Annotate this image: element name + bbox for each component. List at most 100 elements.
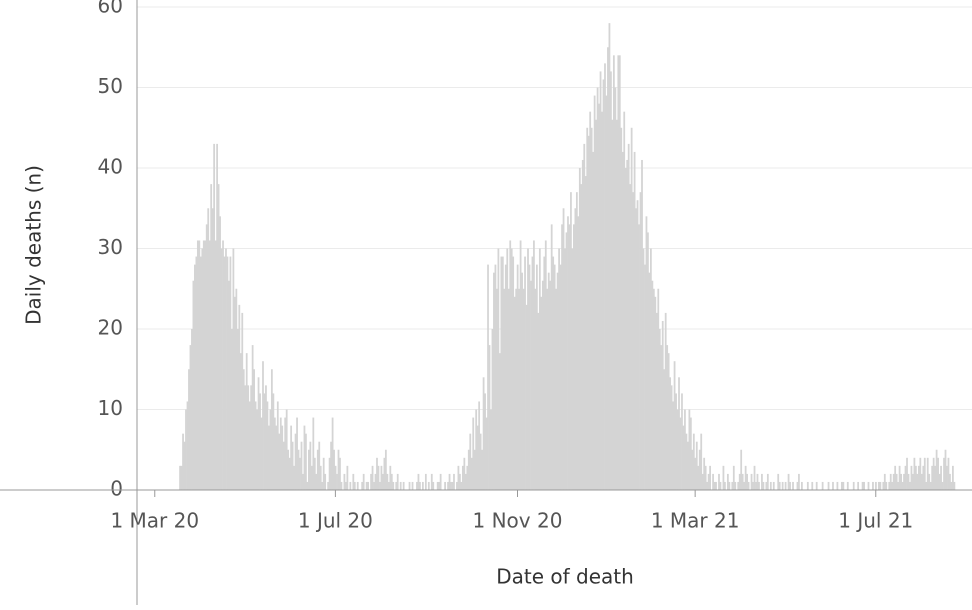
bar	[765, 481, 768, 490]
bar	[294, 433, 297, 490]
bar	[821, 481, 824, 490]
bar	[728, 481, 731, 490]
bar	[501, 256, 504, 490]
bar	[907, 473, 910, 490]
bar	[713, 481, 716, 490]
bar	[552, 256, 555, 490]
bar	[555, 288, 558, 490]
bar	[885, 481, 888, 490]
bar	[943, 457, 945, 490]
bar	[732, 465, 735, 490]
bar	[581, 159, 584, 490]
bar	[198, 240, 201, 490]
bar	[456, 481, 458, 490]
bar	[254, 401, 257, 490]
bar	[346, 465, 349, 490]
y-tick-label: 20	[98, 316, 123, 340]
bar	[937, 457, 939, 490]
bar	[450, 481, 452, 490]
bar	[251, 345, 254, 490]
bar	[661, 320, 664, 490]
bar	[201, 248, 204, 490]
bar	[417, 473, 420, 490]
bar	[883, 473, 886, 490]
bar	[285, 409, 288, 490]
bar	[605, 95, 608, 490]
bar	[534, 288, 537, 490]
bar	[275, 425, 278, 490]
bar	[589, 111, 592, 490]
bar	[444, 481, 446, 490]
bar	[815, 481, 818, 490]
bar	[599, 71, 602, 491]
bar	[503, 288, 506, 490]
bar	[279, 417, 282, 490]
bar	[910, 465, 913, 490]
bar	[322, 457, 325, 490]
bar	[549, 280, 552, 490]
bar	[538, 248, 541, 490]
bar	[183, 441, 186, 490]
bar	[260, 417, 263, 490]
bar	[580, 184, 583, 490]
bar	[630, 127, 633, 491]
bar	[712, 473, 714, 490]
bar	[336, 473, 338, 490]
bar	[941, 481, 944, 490]
bar	[333, 449, 335, 490]
bar	[550, 224, 553, 490]
bar	[395, 481, 398, 490]
bar	[940, 465, 942, 490]
bar	[758, 481, 760, 490]
bar	[531, 256, 534, 490]
bar	[663, 369, 666, 490]
bar	[737, 481, 740, 490]
bar	[392, 481, 395, 490]
bar	[186, 401, 189, 490]
bar	[692, 433, 695, 490]
bar	[642, 248, 645, 490]
bar	[497, 248, 500, 490]
bar	[432, 481, 435, 490]
bar	[917, 465, 920, 490]
bar	[571, 248, 574, 490]
bar	[553, 264, 556, 490]
bar	[491, 329, 494, 490]
bar	[892, 473, 895, 490]
bar	[464, 473, 467, 490]
bar	[593, 95, 596, 490]
bar	[743, 481, 746, 490]
bar	[607, 47, 609, 490]
bar	[888, 481, 891, 490]
bar	[772, 481, 775, 490]
bar	[343, 473, 346, 490]
bar	[608, 23, 611, 491]
bar	[789, 481, 791, 490]
bar	[284, 417, 287, 490]
bar	[313, 457, 316, 490]
bar	[929, 481, 932, 490]
bar	[191, 329, 193, 490]
bar	[307, 449, 310, 490]
bar	[654, 296, 657, 490]
bar	[852, 481, 855, 490]
bar	[762, 481, 765, 490]
bar	[626, 159, 629, 490]
bar	[932, 457, 935, 490]
bar	[390, 473, 393, 490]
bar	[944, 449, 947, 490]
bar	[199, 256, 202, 490]
bar	[787, 473, 790, 490]
bar	[777, 473, 780, 490]
bar	[334, 465, 337, 490]
bar	[367, 481, 369, 490]
bar	[188, 369, 190, 490]
bar	[525, 304, 528, 490]
bar	[877, 481, 880, 490]
bar	[706, 481, 709, 490]
bar	[196, 240, 199, 490]
bar	[469, 433, 472, 490]
bar	[376, 457, 378, 490]
bar	[719, 481, 722, 490]
bar	[687, 441, 689, 490]
